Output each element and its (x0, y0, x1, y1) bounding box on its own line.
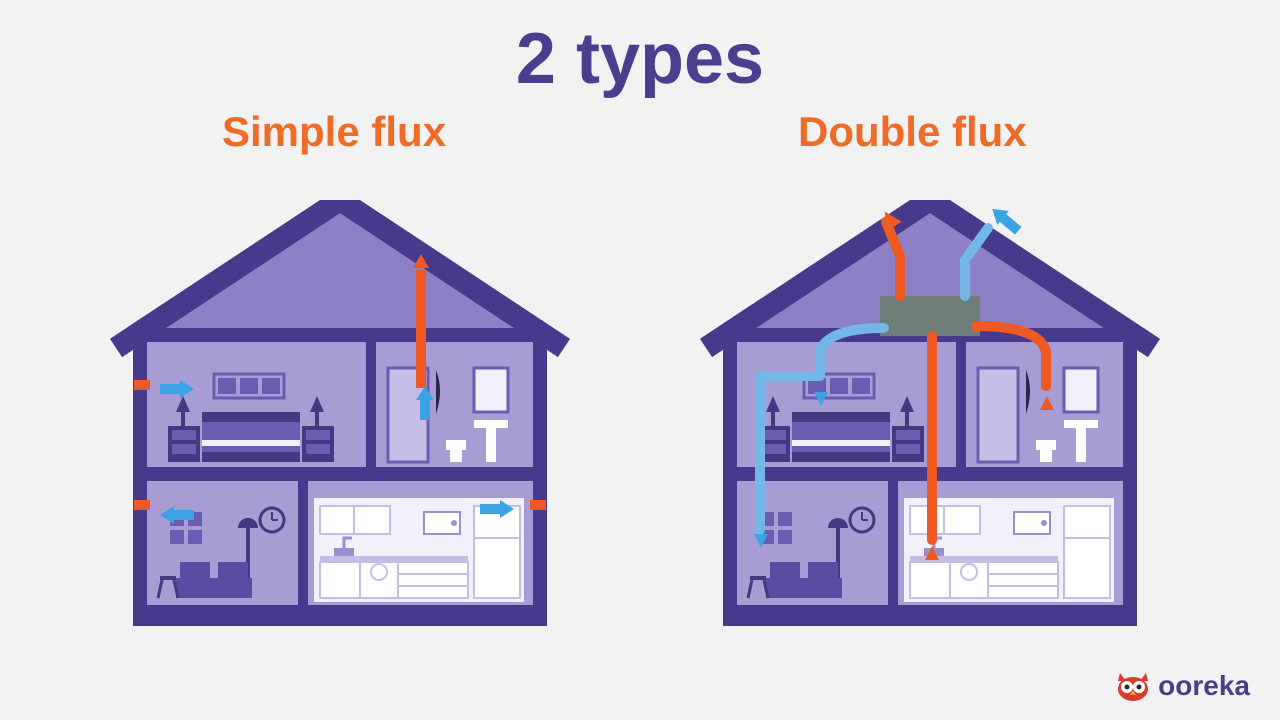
left-subtitle: Simple flux (222, 108, 446, 156)
house-simple-flux (110, 200, 580, 640)
heat-exchanger-icon (880, 296, 980, 336)
house-double-flux (700, 200, 1170, 640)
brand-text: ooreka (1158, 670, 1250, 702)
owl-icon (1116, 671, 1150, 701)
main-title: 2 types (516, 18, 764, 100)
right-subtitle: Double flux (798, 108, 1027, 156)
wall-vent-icon (530, 500, 546, 510)
wall-vent-icon (134, 380, 150, 390)
wall-vent-icon (134, 500, 150, 510)
brand-logo: ooreka (1116, 670, 1250, 702)
